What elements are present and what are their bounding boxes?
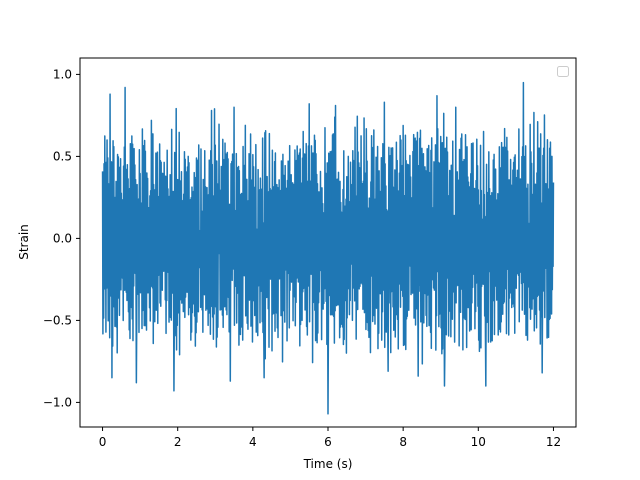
y-tick-label: −1.0 [43, 395, 72, 409]
y-tick-label: 0.0 [53, 231, 72, 245]
y-tick-label: 0.5 [53, 149, 72, 163]
x-tick-label: 8 [399, 435, 407, 449]
plot-area [79, 57, 577, 428]
x-axis-ticks: 0 2 4 6 8 10 12 [99, 427, 561, 449]
series-line [101, 81, 555, 415]
x-tick-label: 2 [174, 435, 182, 449]
x-tick-label: 6 [324, 435, 332, 449]
x-tick-label: 10 [471, 435, 486, 449]
series-layer [101, 81, 555, 415]
x-tick-label: 4 [249, 435, 257, 449]
x-tick-label: 0 [99, 435, 107, 449]
x-axis-label: Time (s) [303, 457, 353, 471]
y-tick-label: −0.5 [43, 313, 72, 327]
x-tick-label: 12 [546, 435, 561, 449]
legend-box [557, 66, 569, 77]
y-axis-label: Strain [17, 224, 31, 260]
y-tick-label: 1.0 [53, 67, 72, 81]
y-axis-ticks: −1.0 −0.5 0.0 0.5 1.0 [43, 67, 80, 409]
